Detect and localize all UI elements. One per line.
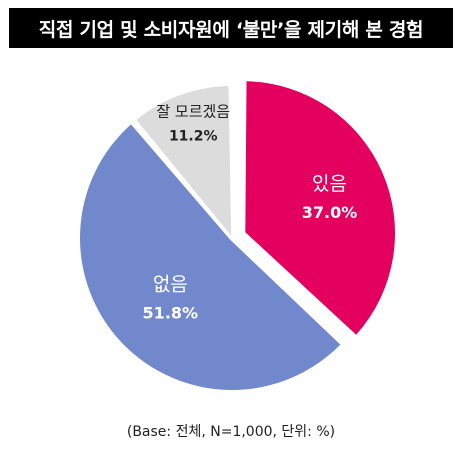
- pie-slice-2: [79, 124, 341, 391]
- chart-footnote: (Base: 전체, N=1,000, 단위: %): [126, 424, 336, 440]
- slice-value-3: 11.2%: [169, 128, 218, 144]
- slice-label-3: 잘 모르겠음: [156, 102, 230, 120]
- chart-title: 직접 기업 및 소비자원에 ‘불만’을 제기해 본 경험: [38, 18, 424, 41]
- slice-value-2: 51.8%: [143, 304, 199, 323]
- chart-title-bar: 직접 기업 및 소비자원에 ‘불만’을 제기해 본 경험: [9, 8, 453, 48]
- slice-label-1: 있음: [312, 173, 347, 195]
- slice-label-2: 없음: [153, 274, 188, 296]
- pie-slice-1: [245, 81, 396, 335]
- slice-value-1: 37.0%: [302, 203, 358, 222]
- pie-slice-3: [136, 86, 232, 236]
